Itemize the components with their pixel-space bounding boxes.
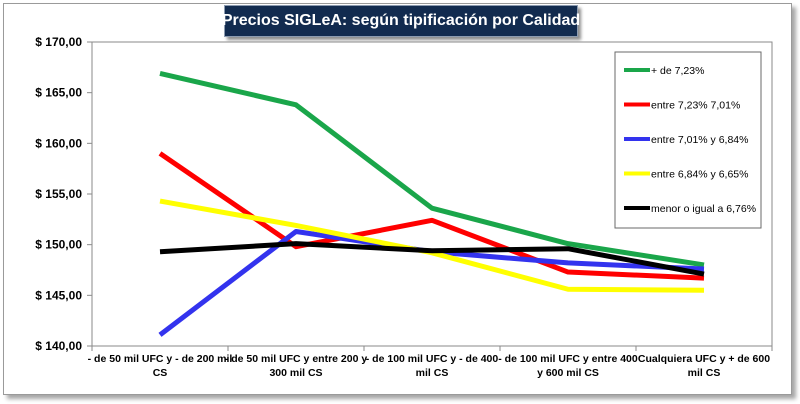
data-point: [566, 260, 571, 265]
data-point: [158, 199, 163, 204]
y-tick-label: $ 160,00: [35, 136, 82, 150]
data-point: [294, 241, 299, 246]
data-point: [294, 229, 299, 234]
x-category-label: - de 100 mil UFC y - de 400: [366, 353, 499, 365]
y-tick-label: $ 145,00: [35, 288, 82, 302]
data-point: [702, 266, 707, 271]
legend-label: menor o igual a 6,76%: [651, 203, 756, 215]
legend: + de 7,23% entre 7,23% 7,01% entre 7,01% y…: [614, 51, 762, 229]
x-category-label: y 600 mil CS: [537, 367, 599, 379]
series-line-1: [159, 70, 705, 268]
legend-label: entre 7,23% 7,01%: [651, 100, 740, 112]
chart-title: Precios SIGLeA: según tipificación por C…: [221, 5, 581, 37]
data-point: [702, 272, 707, 277]
x-category-label: - de 50 mil UFC y entre 200 y: [225, 353, 368, 365]
x-category-label: - de 100 mil UFC y entre 400: [498, 353, 638, 365]
x-category-label: mil CS: [416, 367, 449, 379]
data-point: [566, 270, 571, 275]
x-category-label: - de 50 mil UFC y - de 200 mil: [88, 353, 233, 365]
chart-title-text: Precios SIGLeA: según tipificación por C…: [221, 12, 581, 29]
y-tick-label: $ 150,00: [35, 238, 82, 252]
data-point: [158, 71, 163, 76]
data-point: [430, 218, 435, 223]
data-point: [566, 246, 571, 251]
legend-label: entre 7,01% y 6,84%: [651, 134, 748, 146]
x-category-label: 300 mil CS: [269, 367, 322, 379]
y-tick-label: $ 155,00: [35, 187, 82, 201]
data-point: [158, 332, 163, 337]
series-line-5: [159, 241, 705, 277]
y-tick-label: $ 165,00: [35, 86, 82, 100]
x-category-label: CS: [153, 367, 168, 379]
y-tick-label: $ 140,00: [35, 339, 82, 353]
legend-label: + de 7,23%: [651, 65, 704, 77]
legend-label: entre 6,84% y 6,65%: [651, 169, 748, 181]
y-axis: $ 140,00 $ 145,00 $ 150,00 $ 155,00 $ 160,00…: [35, 35, 92, 353]
data-point: [566, 241, 571, 246]
series-lines: [158, 70, 707, 337]
data-point: [158, 151, 163, 156]
data-point: [294, 102, 299, 107]
x-axis: - de 50 mil UFC y - de 200 mil CS - de 50 …: [88, 346, 773, 379]
data-point: [158, 249, 163, 254]
x-category-label: Cualquiera UFC y + de 600: [638, 353, 770, 365]
data-point: [430, 206, 435, 211]
data-point: [566, 287, 571, 292]
x-category-label: mil CS: [688, 367, 721, 379]
data-point: [430, 248, 435, 253]
data-point: [294, 223, 299, 228]
y-tick-label: $ 170,00: [35, 35, 82, 49]
data-point: [702, 288, 707, 293]
